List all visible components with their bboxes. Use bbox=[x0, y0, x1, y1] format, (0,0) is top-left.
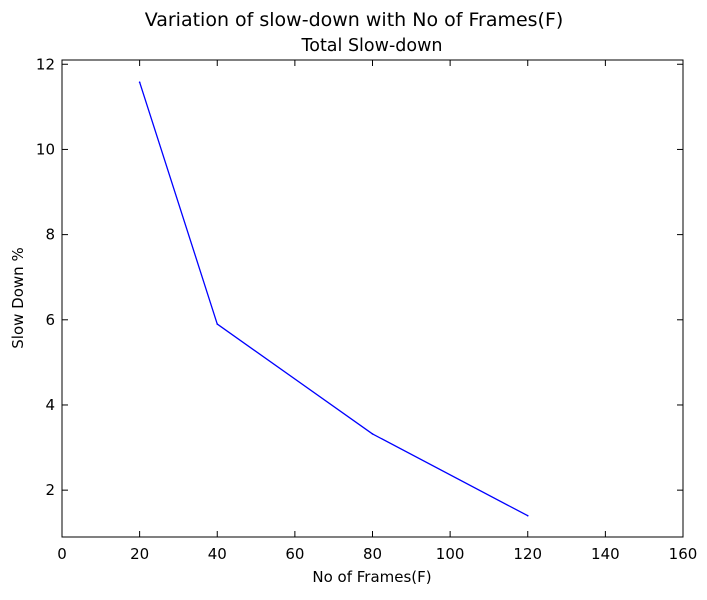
data-point bbox=[371, 433, 374, 435]
plot-area bbox=[62, 60, 683, 537]
y-tick-label: 10 bbox=[36, 140, 55, 158]
y-tick-label: 6 bbox=[45, 311, 55, 329]
x-tick-label: 160 bbox=[669, 545, 698, 563]
plot-frame bbox=[61, 59, 684, 538]
data-point bbox=[138, 81, 141, 83]
data-point bbox=[526, 514, 529, 517]
y-tick-label: 4 bbox=[45, 396, 55, 414]
y-tick-label: 8 bbox=[45, 226, 55, 244]
y-axis-label: Slow Down % bbox=[9, 247, 27, 348]
tick-labels: 0 20 40 60 80 100 120 140 160 2 4 6 8 10 12 bbox=[36, 55, 697, 563]
axis-ticks bbox=[61, 60, 684, 537]
x-tick-label: 80 bbox=[363, 545, 382, 563]
x-tick-label: 0 bbox=[57, 545, 67, 563]
series-line bbox=[139, 81, 529, 517]
figure-title: Variation of slow-down with No of Frames… bbox=[145, 9, 564, 31]
x-tick-label: 120 bbox=[513, 545, 542, 563]
x-tick-label: 140 bbox=[591, 545, 620, 563]
y-tick-label: 2 bbox=[45, 481, 55, 499]
x-tick-label: 100 bbox=[436, 545, 465, 563]
x-tick-label: 60 bbox=[285, 545, 304, 563]
x-tick-label: 20 bbox=[130, 545, 149, 563]
series-layer bbox=[138, 81, 529, 517]
chart-title: Total Slow-down bbox=[301, 36, 443, 56]
y-tick-label: 12 bbox=[36, 55, 55, 73]
data-point bbox=[216, 323, 219, 325]
x-tick-label: 40 bbox=[208, 545, 227, 563]
x-axis-label: No of Frames(F) bbox=[312, 568, 431, 586]
